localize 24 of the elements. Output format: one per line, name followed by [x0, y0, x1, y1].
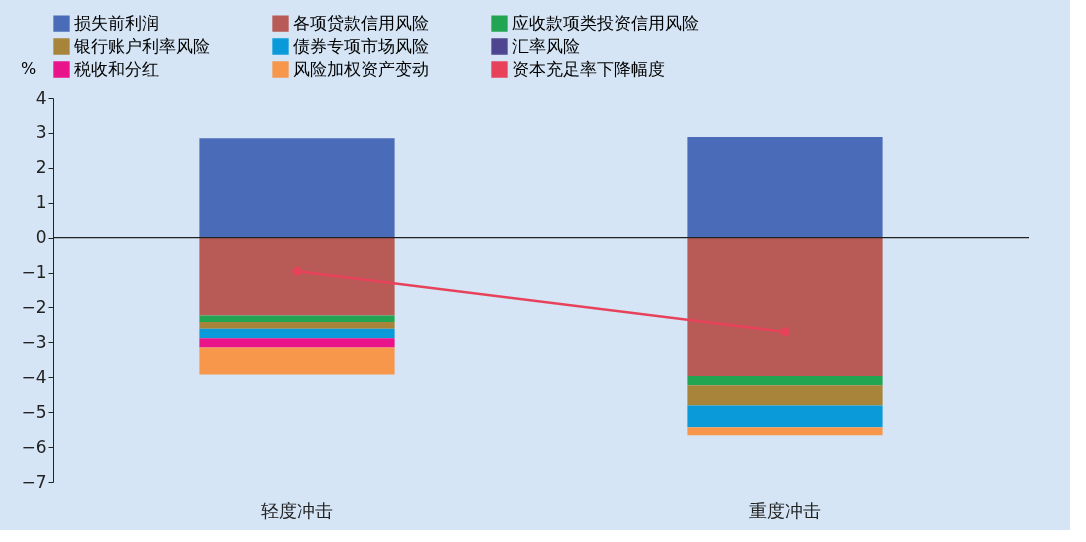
y-tick-label: −2 — [21, 296, 47, 317]
y-tick-label: −6 — [21, 436, 47, 457]
y-tick-label: 1 — [35, 192, 47, 213]
y-axis-title: % — [20, 58, 37, 78]
y-tick-label: −7 — [21, 471, 47, 492]
legend-label: 资本充足率下降幅度 — [512, 58, 665, 79]
y-tick-label: −4 — [21, 366, 47, 387]
legend-label: 风险加权资产变动 — [293, 58, 429, 79]
legend-label: 损失前利润 — [74, 12, 159, 33]
x-tick-label: 轻度冲击 — [261, 499, 333, 521]
legend-label: 应收款项类投资信用风险 — [512, 12, 699, 33]
legend-label: 汇率风险 — [512, 35, 580, 56]
legend-label: 税收和分红 — [74, 58, 159, 79]
y-tick-label: −1 — [21, 262, 47, 283]
y-tick-label: 4 — [35, 87, 47, 108]
y-tick-label: 3 — [35, 122, 47, 143]
y-tick-label: −3 — [21, 331, 47, 352]
y-tick-label: 2 — [35, 157, 47, 178]
legend-label: 银行账户利率风险 — [73, 35, 210, 56]
x-tick-label: 重度冲击 — [749, 499, 821, 521]
y-tick-label: 0 — [35, 227, 47, 248]
legend-label: 债券专项市场风险 — [293, 35, 429, 56]
y-tick-label: −5 — [21, 401, 47, 422]
legend-label: 各项贷款信用风险 — [293, 12, 429, 33]
